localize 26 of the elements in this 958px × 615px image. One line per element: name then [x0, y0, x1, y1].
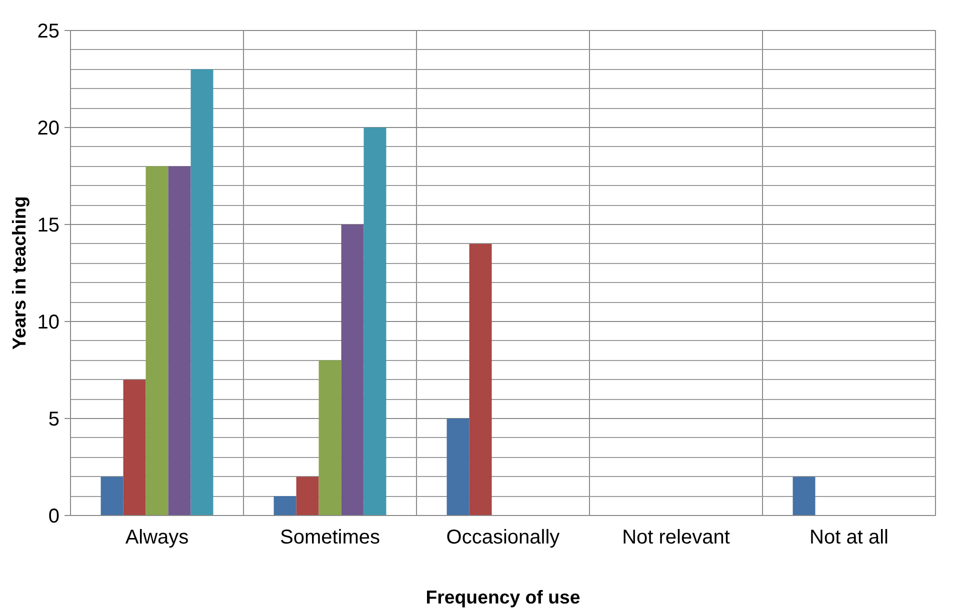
y-tick-label: 20 [37, 118, 60, 140]
y-tick-label: 5 [48, 408, 60, 430]
bar [100, 476, 124, 516]
x-tick-label: Not relevant [622, 526, 730, 548]
x-tick-label: Not at all [810, 526, 888, 548]
x-tick-label: Sometimes [280, 526, 380, 548]
bar [168, 166, 191, 516]
y-tick-label: 10 [37, 312, 60, 334]
y-axis-title: Years in teaching [8, 196, 30, 350]
y-tick-label: 0 [48, 506, 60, 528]
bar [146, 166, 168, 516]
bar [296, 476, 319, 516]
x-tick-label: Occasionally [446, 526, 560, 548]
bar [364, 128, 386, 516]
bar [123, 380, 146, 516]
bar [341, 224, 364, 516]
y-tick-label: 15 [37, 214, 60, 236]
bar [792, 476, 816, 516]
x-axis-title: Frequency of use [426, 586, 580, 608]
y-tick-label: 25 [37, 20, 60, 42]
bar [274, 496, 296, 516]
bar [318, 360, 342, 516]
x-tick-label: Always [125, 526, 189, 548]
bar [469, 244, 492, 516]
bar [446, 418, 470, 516]
bar [190, 69, 214, 516]
